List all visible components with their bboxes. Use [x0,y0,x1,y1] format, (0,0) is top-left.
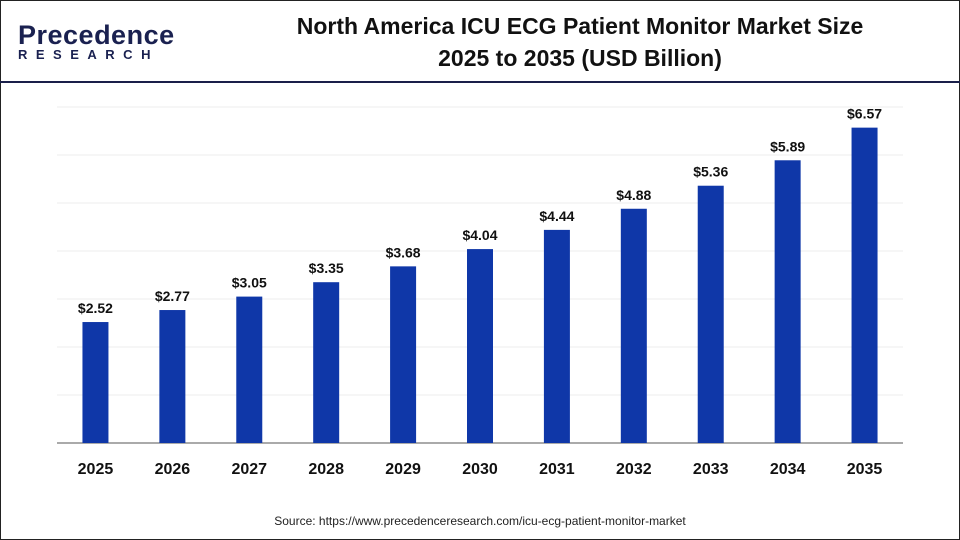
x-tick-label: 2032 [616,461,652,478]
data-label: $5.89 [770,138,805,154]
x-tick-label: 2026 [155,461,191,478]
data-label: $3.68 [386,244,421,260]
bar [82,322,109,443]
x-tick-label: 2028 [308,461,344,478]
data-label: $4.44 [539,208,574,224]
data-label: $6.57 [847,106,882,122]
title-line-2: 2025 to 2035 (USD Billion) [438,45,722,71]
x-tick-label: 2034 [770,461,806,478]
x-tick-label: 2030 [462,461,498,478]
data-label: $2.77 [155,288,190,304]
x-tick-label: 2027 [231,461,267,478]
bar [851,127,878,443]
bar [236,296,263,443]
logo: Precedence RESEARCH [18,20,175,62]
x-tick-label: 2033 [693,461,729,478]
x-tick-label: 2029 [385,461,421,478]
data-label: $4.88 [616,187,651,203]
chart-title: North America ICU ECG Patient Monitor Ma… [230,10,930,74]
bar [774,160,801,443]
logo-sub: RESEARCH [18,47,159,62]
logo-name: Precedence [18,20,175,50]
source-text: Source: https://www.precedenceresearch.c… [274,514,686,528]
data-label: $3.35 [309,260,344,276]
data-label: $5.36 [693,164,728,180]
x-tick-label: 2031 [539,461,575,478]
header-divider [0,81,960,83]
bar [620,208,647,443]
bar [390,266,417,443]
x-tick-label: 2035 [847,461,883,478]
bar [543,229,570,443]
data-label: $2.52 [78,300,113,316]
title-line-1: North America ICU ECG Patient Monitor Ma… [296,13,864,39]
data-label: $3.05 [232,275,267,291]
x-tick-label: 2025 [78,461,114,478]
bar [159,310,186,443]
bar [313,282,340,443]
bar [467,249,493,443]
bar [697,185,724,443]
data-label: $4.04 [462,227,497,243]
